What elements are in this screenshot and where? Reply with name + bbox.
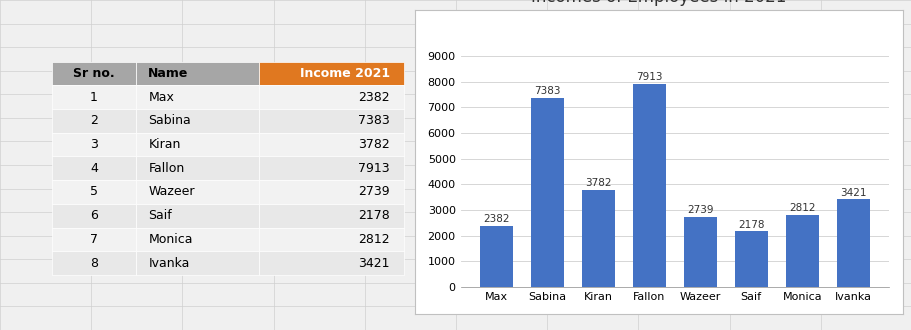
Bar <box>632 84 665 287</box>
Text: 2739: 2739 <box>686 205 712 215</box>
Text: 7913: 7913 <box>636 73 662 82</box>
Title: Incomes of Employees in 2021: Incomes of Employees in 2021 <box>530 0 786 6</box>
Text: 3782: 3782 <box>585 179 611 188</box>
Bar <box>784 215 818 287</box>
Bar <box>683 217 716 287</box>
Text: 2178: 2178 <box>737 220 763 230</box>
Bar <box>734 231 767 287</box>
Bar <box>835 199 869 287</box>
Bar <box>479 226 513 287</box>
Bar <box>530 98 564 287</box>
Text: 7383: 7383 <box>534 86 560 96</box>
Bar <box>581 190 614 287</box>
Text: 2382: 2382 <box>483 214 509 224</box>
Text: 3421: 3421 <box>839 188 865 198</box>
Text: 2812: 2812 <box>788 203 814 214</box>
